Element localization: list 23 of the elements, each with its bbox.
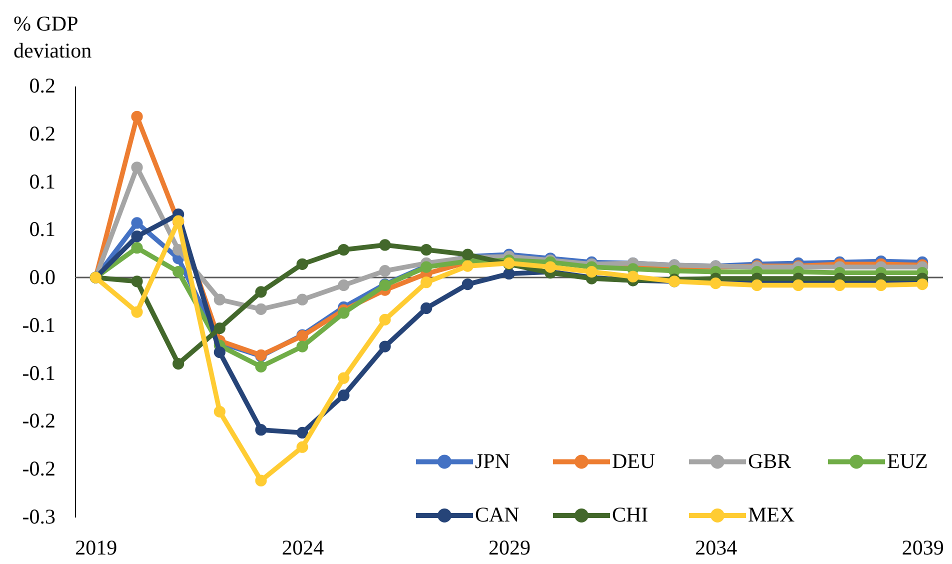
legend-label: CHI: [612, 502, 648, 526]
y-tick-label: 0.1: [29, 217, 56, 242]
y-tick-label: 0.0: [29, 265, 56, 290]
legend-label: JPN: [475, 448, 510, 473]
y-tick-label: -0.3: [22, 504, 56, 528]
y-tick-label: 0.2: [29, 74, 56, 98]
y-axis-title: % GDP deviation: [14, 12, 92, 62]
x-tick-label: 2029: [488, 536, 530, 560]
legend-label: EUZ: [887, 448, 928, 473]
legend-label: DEU: [612, 448, 656, 473]
x-tick-label: 2024: [282, 536, 324, 560]
x-tick-label: 2034: [695, 536, 738, 560]
legend-label: GBR: [748, 448, 792, 473]
legend-label: MEX: [748, 502, 795, 526]
legend-label: CAN: [475, 502, 520, 526]
y-tick-label: -0.2: [22, 408, 56, 433]
x-tick-label: 2039: [902, 536, 944, 560]
y-tick-label: 0.2: [29, 121, 56, 146]
y-tick-label: 0.1: [29, 169, 56, 194]
y-tick-label: -0.2: [22, 456, 56, 481]
x-tick-label: 2019: [75, 536, 118, 560]
y-tick-label: -0.1: [22, 360, 56, 385]
y-tick-label: -0.1: [22, 312, 56, 337]
